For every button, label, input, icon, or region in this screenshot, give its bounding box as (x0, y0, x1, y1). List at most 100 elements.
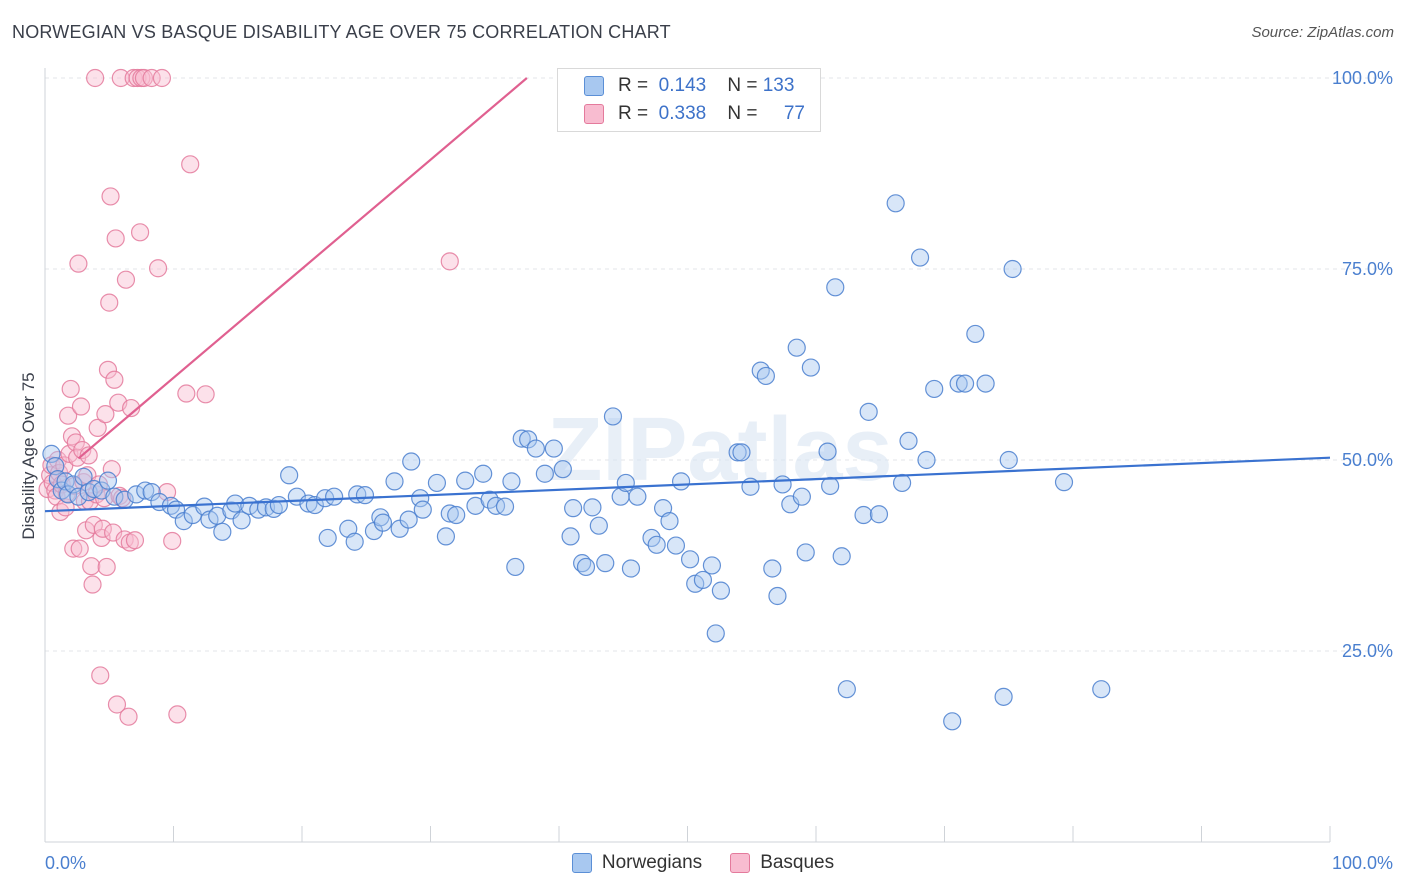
point-norwegians (666, 536, 686, 555)
point-norwegians (821, 476, 840, 496)
point-norwegians (280, 466, 299, 485)
point-basques (96, 405, 115, 424)
point-norwegians (589, 516, 608, 535)
point-basques (124, 68, 143, 88)
tick-labels: 25.0% 50.0% 75.0% 100.0% 0.0% 100.0% (45, 68, 1393, 873)
point-norwegians (213, 522, 232, 541)
point-basques (157, 482, 177, 502)
point-basques (128, 68, 147, 88)
point-norwegians (402, 452, 421, 471)
point-basques (86, 68, 105, 88)
y-tick-label: 100.0% (1332, 68, 1393, 88)
point-norwegians (325, 487, 344, 506)
point-basques (116, 270, 136, 289)
point-norwegians (706, 624, 725, 643)
point-basques (181, 155, 200, 174)
point-basques (82, 557, 101, 576)
trend-line-basques (77, 77, 528, 460)
point-norwegians (506, 557, 525, 577)
legend-swatch-norwegians (584, 76, 604, 96)
legend-r-label: R = (618, 103, 649, 124)
point-norwegians (616, 473, 635, 493)
trend-line-norwegians (44, 456, 1331, 513)
point-norwegians (373, 513, 393, 532)
point-norwegians (440, 504, 459, 523)
point-basques (163, 531, 182, 551)
point-norwegians (763, 559, 782, 578)
point-basques (102, 460, 121, 479)
x-tick-label-min: 0.0% (45, 853, 86, 873)
point-basques (101, 187, 120, 206)
point-norwegians (854, 505, 873, 525)
point-norwegians (943, 712, 962, 731)
point-norwegians (1054, 473, 1074, 492)
point-basques (152, 68, 172, 88)
point-norwegians (917, 450, 936, 470)
legend-item-norwegians[interactable]: Norwegians (571, 852, 703, 874)
point-norwegians (561, 527, 580, 546)
point-norwegians (671, 472, 691, 491)
point-norwegians (787, 338, 806, 357)
point-basques (61, 379, 80, 399)
point-norwegians (269, 495, 288, 515)
point-norwegians (886, 194, 905, 213)
point-norwegians (949, 374, 968, 393)
point-norwegians (105, 487, 124, 506)
point-basques (71, 397, 91, 416)
legend-item-basques[interactable]: Basques (730, 852, 834, 874)
point-norwegians (1003, 259, 1022, 279)
point-norwegians (869, 505, 889, 524)
point-norwegians (955, 374, 975, 393)
point-basques (64, 539, 83, 558)
legend-n-label: N = (727, 103, 758, 124)
axes (44, 68, 1331, 843)
point-basques (98, 360, 118, 379)
point-basques (104, 523, 123, 542)
x-tick-label-max: 100.0% (1332, 853, 1393, 873)
point-norwegians (603, 407, 623, 426)
point-basques (100, 293, 119, 312)
legend-r-value: 0.143 (658, 75, 707, 96)
point-norwegians (596, 554, 615, 573)
legend-n-value: 77 (783, 103, 805, 124)
legend-swatch-basques (584, 104, 604, 124)
point-norwegians (345, 532, 364, 551)
point-norwegians (796, 543, 815, 562)
point-norwegians (427, 473, 447, 493)
point-norwegians (232, 511, 251, 530)
point-norwegians (174, 512, 193, 531)
point-basques (83, 575, 102, 594)
point-norwegians (535, 464, 554, 483)
point-norwegians (474, 464, 493, 483)
point-norwegians (892, 473, 912, 493)
point-norwegians (583, 498, 602, 517)
point-basques (97, 557, 116, 577)
source-credit: Source: ZipAtlas.com (1251, 24, 1394, 41)
point-norwegians (553, 460, 572, 479)
point-basques (440, 252, 459, 271)
point-norwegians (660, 512, 679, 531)
point-basques (70, 539, 89, 558)
correlation-legend: R = 0.143 N = 133 R = 0.338 N = 77 (557, 68, 821, 132)
point-norwegians (732, 443, 751, 462)
point-norwegians (436, 527, 456, 546)
point-norwegians (910, 248, 930, 267)
point-norwegians (411, 489, 430, 508)
point-basques (88, 418, 107, 438)
legend-row-basques: R = 0.338 N = 77 (584, 100, 805, 128)
y-tick-label: 75.0% (1342, 259, 1393, 279)
point-basques (115, 530, 134, 549)
legend-label-norwegians: Norwegians (601, 852, 703, 873)
point-norwegians (399, 510, 418, 529)
point-basques (79, 446, 98, 465)
point-norwegians (728, 443, 747, 462)
legend-n-value: 133 (762, 75, 795, 96)
point-norwegians (355, 486, 375, 505)
point-norwegians (142, 482, 161, 502)
y-axis-label: Disability Age Over 75 (19, 372, 38, 539)
point-norwegians (544, 439, 563, 458)
point-norwegians (837, 680, 856, 699)
point-basques (59, 406, 78, 425)
point-basques (119, 707, 138, 726)
